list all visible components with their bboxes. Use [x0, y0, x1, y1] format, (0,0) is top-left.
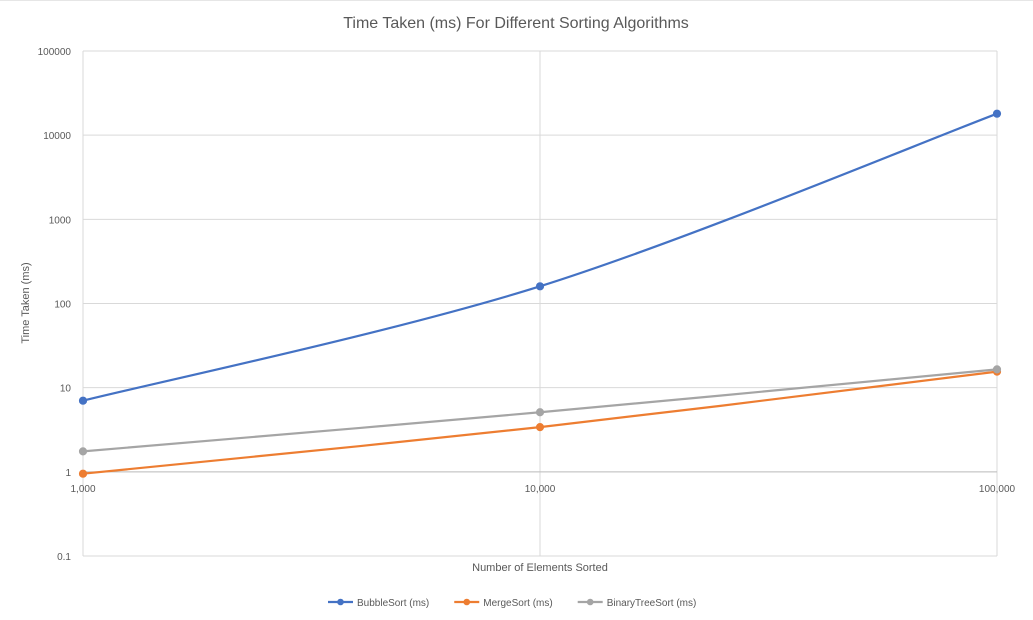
y-tick-label: 10	[60, 384, 72, 395]
x-tick-label: 1,000	[70, 484, 95, 495]
y-tick-label: 100	[54, 300, 71, 311]
y-axis-label: Time Taken (ms)	[20, 262, 32, 343]
y-tick-label: 100000	[38, 47, 72, 58]
data-point	[535, 423, 545, 432]
data-point	[535, 282, 545, 291]
series-layer	[78, 109, 1002, 478]
x-axis-ticks: 1,000 10,000 100,000	[70, 484, 1015, 495]
x-axis-label: Number of Elements Sorted	[472, 562, 608, 574]
chart-border	[0, 0, 1033, 1]
y-tick-label: 1000	[49, 215, 72, 226]
data-point	[78, 396, 88, 405]
legend-item: MergeSort (ms)	[454, 598, 553, 609]
chart-title: Time Taken (ms) For Different Sorting Al…	[343, 15, 689, 32]
legend-label: BubbleSort (ms)	[357, 598, 429, 609]
legend-swatch-marker	[586, 598, 594, 606]
legend-label: MergeSort (ms)	[483, 598, 552, 609]
y-tick-label: 1	[65, 468, 71, 479]
x-tick-label: 10,000	[525, 484, 556, 495]
legend-item: BubbleSort (ms)	[328, 598, 429, 609]
data-point	[992, 109, 1002, 118]
data-point	[535, 408, 545, 417]
y-tick-label: 10000	[43, 131, 71, 142]
legend-swatch-marker	[463, 598, 471, 606]
gridlines	[82, 50, 998, 557]
legend: BubbleSort (ms) MergeSort (ms) BinaryTreeS…	[328, 598, 696, 609]
legend-item: BinaryTreeSort (ms)	[577, 598, 697, 609]
y-tick-label: 0.1	[57, 552, 71, 563]
y-axis-ticks: 0.1 1 10 100 1000 10000 100000	[38, 47, 72, 563]
legend-swatch-marker	[337, 598, 344, 606]
legend-label: BinaryTreeSort (ms)	[607, 598, 697, 609]
data-point	[78, 469, 88, 478]
data-point	[992, 365, 1002, 374]
data-point	[78, 447, 88, 456]
x-tick-label: 100,000	[979, 484, 1016, 495]
